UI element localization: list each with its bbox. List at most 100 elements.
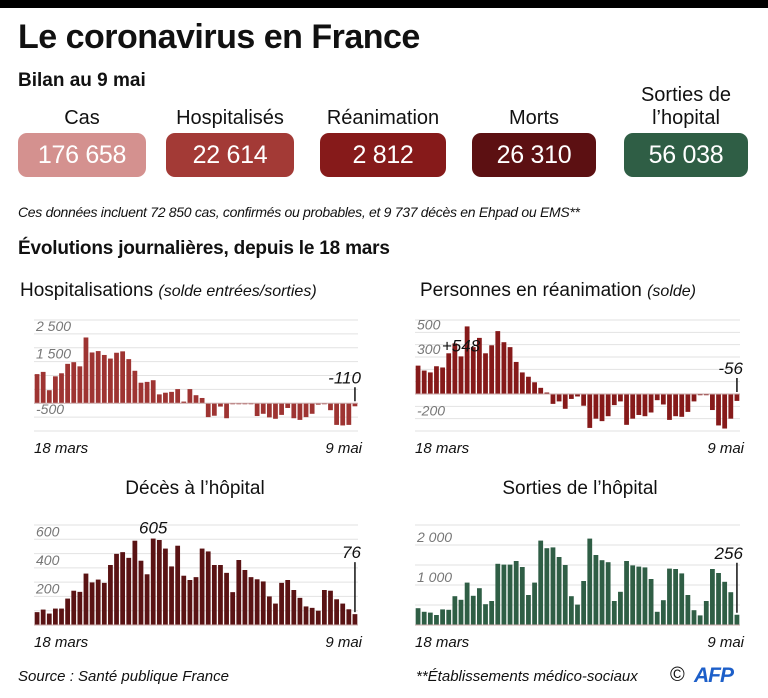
bar [605, 562, 611, 625]
bar [710, 394, 715, 411]
bar [101, 582, 107, 625]
x-end-label: 9 mai [707, 634, 744, 651]
bar [538, 387, 544, 394]
bar [77, 366, 83, 404]
bar [654, 611, 660, 625]
bar [611, 394, 617, 406]
x-start-label: 18 mars [415, 440, 470, 457]
bar [483, 604, 488, 625]
copyright-icon: © [670, 664, 685, 686]
bar [34, 612, 40, 625]
bar [501, 342, 507, 394]
chart-title-sorties: Sorties de l’hôpital [405, 478, 755, 500]
bar [163, 548, 168, 625]
chart-title-text: Sorties de l’hôpital [502, 478, 658, 499]
y-tick-label: 500 [417, 316, 441, 332]
stat-label: Cas [64, 107, 100, 129]
bar [346, 403, 352, 425]
bar [587, 394, 593, 428]
bar [65, 598, 71, 625]
bar [593, 394, 599, 419]
bar [303, 403, 309, 418]
bar [513, 361, 519, 394]
bar [642, 394, 648, 417]
bar [89, 582, 95, 625]
bar [710, 569, 715, 625]
bar [495, 331, 501, 394]
bar [315, 610, 321, 625]
bar [507, 347, 513, 394]
bar [685, 394, 691, 412]
bar [513, 561, 519, 625]
bar [550, 547, 556, 625]
bar [89, 352, 95, 404]
bar [568, 394, 574, 399]
bar [660, 394, 666, 405]
bar [71, 590, 77, 625]
bar [734, 394, 740, 401]
x-start-label: 18 mars [34, 634, 89, 651]
bar [526, 376, 531, 394]
bar [346, 609, 352, 625]
bar [181, 575, 187, 625]
bar [568, 596, 574, 625]
bar [452, 343, 458, 394]
stat-label: Sorties de l’hopital [640, 84, 732, 129]
data-note: Ces données incluent 72 850 cas, confirm… [18, 204, 580, 220]
bar [556, 557, 562, 625]
bar [562, 394, 568, 409]
bar [446, 353, 452, 394]
x-end-label: 9 mai [325, 634, 362, 651]
annotation-label: -56 [718, 359, 743, 378]
bar [266, 596, 272, 625]
bar [667, 394, 672, 420]
bar [415, 608, 421, 625]
y-tick-label: -500 [36, 401, 64, 417]
bar [722, 394, 728, 429]
bar [303, 606, 309, 625]
bar [242, 570, 248, 625]
bar [297, 597, 303, 625]
bar [421, 370, 427, 394]
bar [630, 394, 636, 419]
bar [636, 566, 642, 625]
bar [101, 354, 107, 404]
bar [126, 557, 132, 625]
bar [83, 573, 89, 625]
bar [285, 580, 291, 625]
bar [415, 365, 421, 394]
stat-morts: Morts 26 310 [472, 84, 596, 177]
bar [266, 403, 272, 418]
bar [169, 391, 174, 404]
bar [132, 540, 138, 625]
annotation-label: 605 [139, 519, 168, 538]
bar [273, 403, 278, 419]
bar [550, 394, 556, 404]
bar [169, 566, 174, 625]
chart-deces: 600 400 200 605 76 18 mars 9 mai [34, 519, 363, 651]
source-text: Source : Santé publique France [18, 668, 229, 685]
bar [452, 596, 458, 625]
bar [476, 588, 482, 625]
stat-label: Hospitalisés [176, 107, 284, 129]
chart-title-text: Décès à l’hôpital [125, 478, 265, 499]
bar [464, 326, 470, 394]
chart-hospitalisations: 2 500 1 500 -500 -110 18 mars 9 mai [34, 318, 363, 457]
bar [458, 599, 464, 625]
bar [519, 567, 525, 625]
bar [464, 582, 470, 625]
bar [507, 564, 513, 625]
bar [440, 367, 445, 394]
bar [654, 394, 660, 401]
annotation-label: 76 [342, 543, 361, 562]
afp-logo: AFP [694, 664, 734, 687]
bar [309, 403, 315, 414]
bar [703, 601, 709, 625]
x-end-label: 9 mai [325, 440, 362, 457]
bar [532, 582, 537, 625]
bar [352, 614, 358, 625]
bar [260, 403, 266, 414]
bar [187, 389, 193, 404]
bar [526, 595, 531, 625]
stat-value-box: 26 310 [472, 133, 596, 177]
